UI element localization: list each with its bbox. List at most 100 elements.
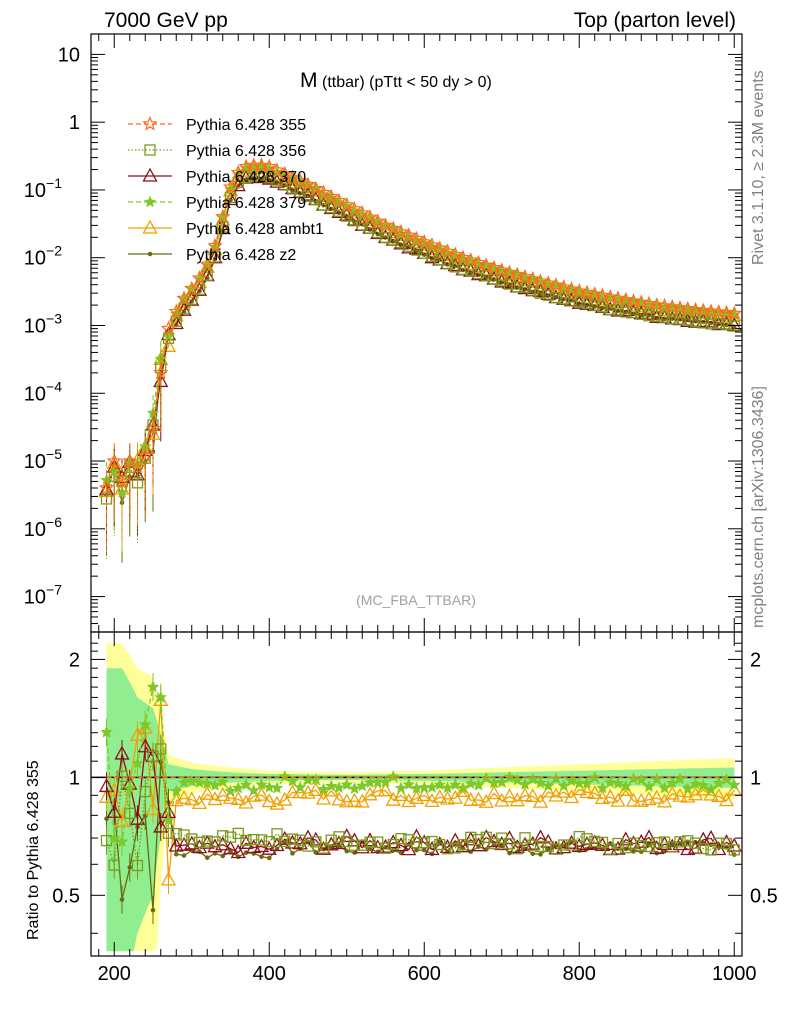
ratio-point [155,743,167,755]
data-point [463,252,479,267]
ratio-point [587,785,603,800]
data-point [255,170,268,182]
ratio-tick-label-right: 0.5 [750,885,778,907]
ratio-point [123,781,136,794]
ratio-point [612,837,624,850]
data-point [470,254,487,270]
ratio-point [416,787,432,802]
ratio-point [635,839,647,852]
data-point [703,303,719,318]
data-point [633,294,649,309]
ratio-point [239,778,253,791]
ratio-point [465,831,477,843]
data-point [387,234,399,246]
data-point [625,293,642,308]
ratio-point [666,776,679,789]
ratio-y-axis: 2 2 1 1 0.5 0.5 [52,642,778,934]
data-point [695,302,711,318]
chart-title-sub: (ttbar) (pTtt < 50 dy > 0) [322,74,492,91]
ratio-ylabel: Ratio to Pythia 6.428 355 [25,760,42,940]
upper-panel: 10 1 10−1 10−2 10−3 10−4 10−5 10−6 10−7 M (ttbar… [24,33,743,633]
ratio-point [518,777,532,790]
legend-label: Pythia 6.428 370 [186,169,306,186]
ratio-point [263,835,275,848]
ratio-point [160,871,177,886]
data-point [253,157,270,172]
ratio-point [124,807,136,819]
data-point [279,179,291,191]
data-point [503,278,516,290]
ratio-band-1sigma [106,668,735,952]
ratio-point [181,853,187,858]
data-point [525,270,541,286]
data-point [447,246,463,262]
data-point [160,320,177,336]
y-tick-label: 1 [69,112,80,134]
data-point [339,196,355,212]
data-point [315,184,332,200]
data-point [323,188,339,204]
ratio-point [610,792,626,807]
upper-data-layer [98,157,742,563]
data-point [680,300,696,316]
data-point [612,304,624,316]
legend: Pythia 6.428 355 Pythia 6.428 356 Pythia 6… [128,115,324,264]
ratio-point [496,832,508,844]
ratio-point [643,840,655,853]
ratio-point [596,781,609,794]
data-point [563,281,580,296]
series-pythia-6-428-ambt1 [98,160,742,552]
ratio-point [532,829,549,844]
ratio-point [150,907,156,913]
ratio-point [534,776,547,789]
ratio-point [565,774,578,787]
ratio-point [279,835,291,848]
data-point [674,313,686,325]
data-point [308,180,324,196]
ratio-point [346,792,363,807]
ratio-point [308,781,324,796]
ratio-point [548,787,564,802]
data-point [401,227,417,243]
data-point [548,277,564,292]
ratio-point [681,782,695,794]
ratio-point [309,773,323,786]
data-point [550,292,562,304]
y-tick-label: 10−6 [24,514,62,541]
upper-y-axis: 10 1 10−1 10−2 10−3 10−4 10−5 10−6 10−7 [24,33,742,633]
ratio-point [185,774,198,787]
chart-title-main: M [300,69,318,92]
legend-marker [147,251,153,257]
ratio-point [534,840,547,853]
ratio-point [232,827,244,840]
data-point [269,162,285,177]
ratio-series-pythia-6-428-356 [100,734,740,880]
ratio-point [602,788,618,803]
data-point [682,314,694,326]
data-point [207,249,223,264]
ratio-point [641,829,657,844]
y-tick-label: 10−5 [24,446,62,473]
ratio-point [464,777,478,790]
data-point [472,267,485,280]
ratio-point [325,834,337,846]
x-axis: 200 400 600 800 1000 [98,34,757,985]
ratio-panel: 2 2 1 1 0.5 0.5 Ratio to Pythia 6.428 355 [25,631,778,957]
ratio-point [240,834,252,847]
ratio-point [290,851,295,856]
data-point [534,287,547,299]
data-point [362,209,378,224]
ratio-point [170,827,182,840]
ratio-point [193,836,206,848]
ratio-point [230,791,246,806]
x-tick-label: 200 [98,963,131,985]
data-point [393,224,409,239]
ratio-point [664,785,680,800]
ratio-point [728,778,741,791]
data-point [602,289,618,304]
ratio-point [556,783,572,798]
data-point [501,264,518,280]
data-point [377,217,394,232]
ratio-point [426,835,438,848]
ratio-point [705,844,717,856]
